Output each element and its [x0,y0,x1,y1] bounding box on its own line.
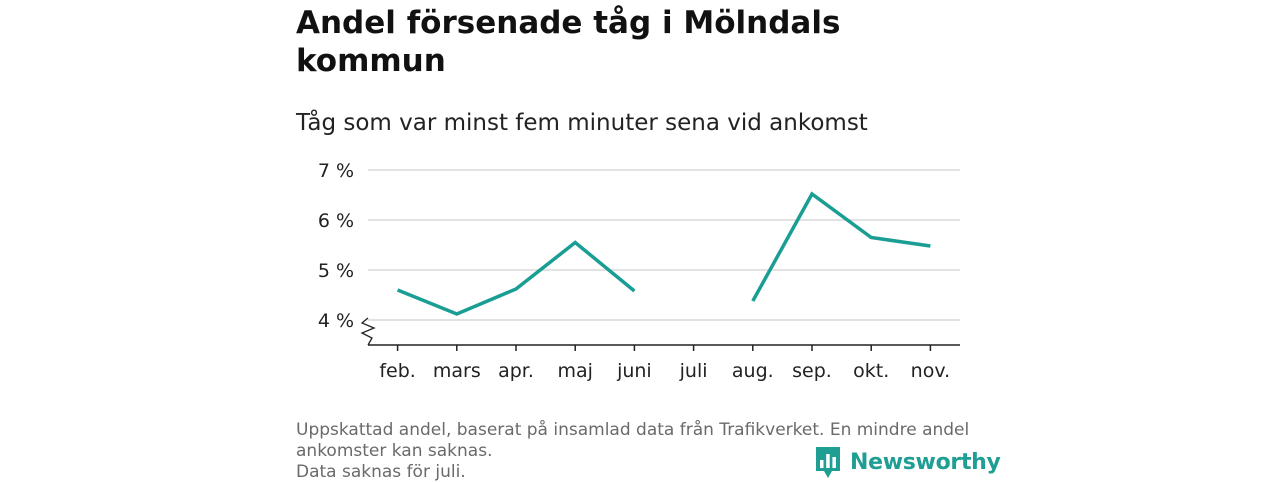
footnote-line: Data saknas för juli. [296,462,466,482]
logo-wordmark: Newsworthy [850,449,1001,475]
series-lines [396,191,931,316]
x-tick-label: feb. [379,360,415,382]
x-tick-label: maj [557,360,592,382]
y-tick-label: 4 % [318,310,354,332]
series-line-segment [751,191,931,302]
y-tick-label: 5 % [318,260,354,282]
y-tick-label: 7 % [318,160,354,182]
x-tick-label: mars [433,360,481,382]
bar-chart-speech-bubble-icon [816,447,840,478]
footnote-line: ankomster kan saknas. [296,441,493,461]
gridlines [368,169,960,321]
x-tick-labels: feb. mars apr. maj juni juli aug. sep. okt. nov. [379,360,950,382]
x-tick-label: apr. [498,360,534,382]
x-tick-label: okt. [853,360,889,382]
series-line-segment [396,240,636,316]
y-tick-label: 6 % [318,210,354,232]
chart-title: Andel försenade tåg i Mölndals kommun [296,5,841,79]
axes [360,317,960,351]
line-chart: 4 % 5 % 6 % 7 % feb. mars apr. maj juni juli aug.… [318,160,960,382]
chart-subtitle: Tåg som var minst fem minuter sena vid a… [296,110,868,136]
x-tick-label: aug. [732,360,774,382]
x-tick-label: sep. [792,360,832,382]
x-tick-label: juni [616,360,652,382]
footnote: Uppskattad andel, baserat på insamlad da… [296,420,986,483]
footnote-line: Uppskattad andel, baserat på insamlad da… [296,420,970,440]
newsworthy-logo: Newsworthy [814,444,1001,480]
chart-card: Andel försenade tåg i Mölndals kommun Tå… [296,0,1001,483]
y-tick-labels: 4 % 5 % 6 % 7 % [318,160,354,332]
x-tick-label: nov. [911,360,950,382]
y-axis-break-icon [360,317,376,346]
x-tick-label: juli [679,360,708,382]
